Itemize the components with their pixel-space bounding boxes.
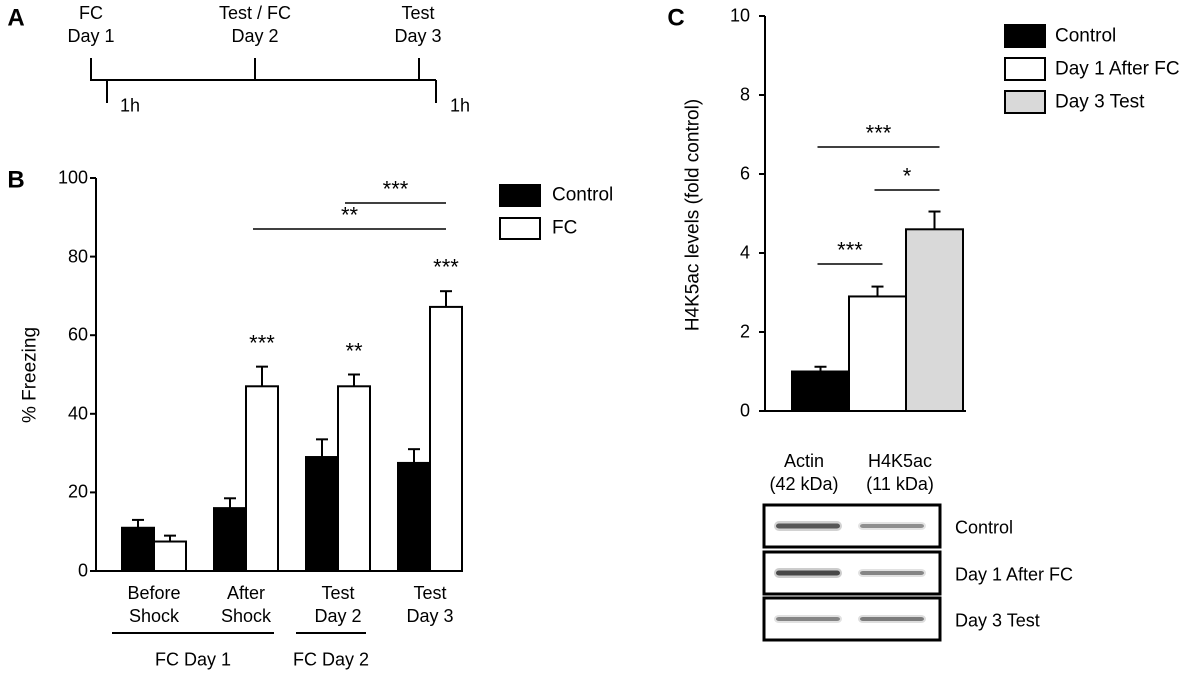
y-tick-label: 8 bbox=[739, 84, 750, 105]
significance: *** bbox=[433, 254, 459, 280]
y-tick-label: 4 bbox=[739, 242, 750, 263]
timeline-event: FC Day 1 bbox=[67, 3, 115, 46]
y-tick-label: 100 bbox=[57, 167, 88, 188]
y-tick-label: 0 bbox=[77, 560, 88, 581]
y-tick-label: 60 bbox=[67, 324, 88, 345]
legend-swatch bbox=[1004, 24, 1046, 48]
bar bbox=[121, 526, 155, 573]
bar bbox=[397, 461, 431, 572]
group-label: FC Day 2 bbox=[292, 649, 370, 670]
blot-column-label: Actin (42 kDa) bbox=[769, 451, 839, 494]
panel-label: B bbox=[7, 166, 25, 194]
blot-band-halo bbox=[774, 615, 842, 623]
timeline-interval: 1h bbox=[449, 95, 471, 116]
timeline bbox=[90, 58, 437, 103]
legend-swatch bbox=[499, 217, 541, 240]
x-tick-label: Test Day 3 bbox=[406, 583, 454, 626]
blot-band-halo bbox=[774, 521, 842, 531]
blot-band bbox=[776, 523, 840, 529]
blot-band-halo bbox=[858, 522, 926, 530]
x-tick-label: Before Shock bbox=[127, 583, 181, 626]
blot-row-label: Day 3 Test bbox=[955, 610, 1040, 631]
blot-band bbox=[776, 570, 840, 576]
legend-swatch bbox=[499, 184, 541, 207]
blot-row-label: Control bbox=[955, 517, 1014, 538]
bar bbox=[429, 305, 463, 572]
blot-band bbox=[860, 571, 924, 575]
y-tick-label: 20 bbox=[67, 481, 88, 502]
blot-band-halo bbox=[858, 569, 926, 577]
y-tick-label: 80 bbox=[67, 246, 88, 267]
legend-label: Control bbox=[552, 184, 614, 206]
bar bbox=[337, 385, 371, 573]
blot-column-label: H4K5ac (11 kDa) bbox=[866, 451, 934, 494]
legend-label: Control bbox=[1055, 25, 1117, 47]
significance: *** bbox=[382, 176, 409, 202]
legend-label: Day 3 Test bbox=[1055, 91, 1145, 113]
y-tick-label: 10 bbox=[729, 5, 750, 26]
bar bbox=[153, 540, 187, 573]
x-tick-label: Test Day 2 bbox=[314, 583, 362, 626]
bar bbox=[305, 456, 339, 572]
timeline-event: Test Day 3 bbox=[394, 3, 442, 46]
bar bbox=[848, 295, 907, 413]
blot-band-halo bbox=[858, 615, 926, 623]
panel-label: C bbox=[667, 4, 685, 32]
bar bbox=[213, 507, 247, 572]
legend-swatch bbox=[1004, 90, 1046, 114]
legend-swatch bbox=[1004, 57, 1046, 81]
timeline-event: Test / FC Day 2 bbox=[218, 3, 292, 46]
y-tick-label: 2 bbox=[739, 321, 750, 342]
y-tick-label: 6 bbox=[739, 163, 750, 184]
bar bbox=[905, 228, 964, 412]
legend-label: Day 1 After FC bbox=[1055, 58, 1180, 80]
y-tick-label: 0 bbox=[739, 400, 750, 421]
significance: *** bbox=[249, 330, 275, 356]
timeline-interval: 1h bbox=[119, 95, 141, 116]
y-axis-label: % Freezing bbox=[19, 326, 41, 424]
blot-band bbox=[860, 524, 924, 528]
significance: *** bbox=[837, 237, 863, 263]
blot-row-label: Day 1 After FC bbox=[955, 564, 1074, 585]
x-tick-label: After Shock bbox=[220, 583, 272, 626]
y-axis-label: H4K5ac levels (fold control) bbox=[682, 98, 704, 332]
y-tick-label: 40 bbox=[67, 403, 88, 424]
blot-band bbox=[776, 617, 840, 621]
legend-label: FC bbox=[552, 217, 578, 239]
blot-band bbox=[860, 617, 924, 621]
group-label: FC Day 1 bbox=[154, 649, 232, 670]
blot-band-halo bbox=[774, 568, 842, 578]
bar bbox=[791, 370, 850, 412]
significance: ** bbox=[340, 202, 359, 228]
bar bbox=[245, 385, 279, 573]
significance: * bbox=[902, 163, 912, 189]
significance: *** bbox=[865, 120, 892, 146]
panel-label: A bbox=[7, 4, 25, 32]
significance: ** bbox=[345, 338, 363, 363]
